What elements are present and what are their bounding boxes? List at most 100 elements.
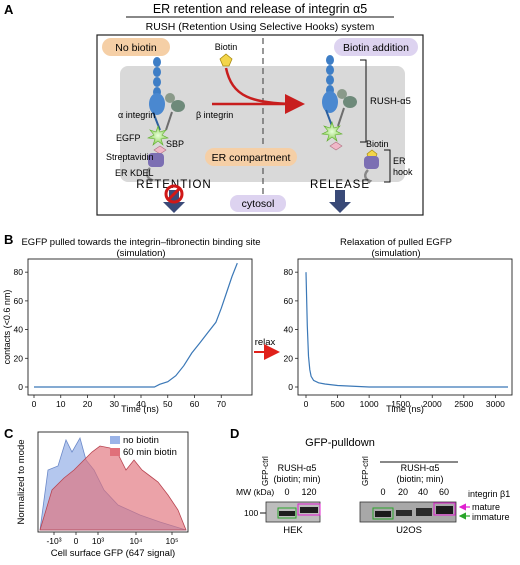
pull-series-line	[34, 262, 238, 388]
pull-xtick: 50	[163, 399, 173, 409]
pull-ytick: 0	[18, 382, 23, 392]
relax-chart-title: Relaxation of pulled EGFP	[340, 237, 452, 248]
retention-blocked-arrow-icon	[163, 184, 185, 213]
histogram-xticks: -10³ 0 10³ 10⁴ 10⁵	[46, 532, 178, 546]
pull-ytick: 60	[14, 296, 24, 306]
legend-60-min-biotin: 60 min biotin	[123, 447, 177, 458]
relax-xtick: 1500	[391, 399, 410, 409]
panel-d-letter: D	[230, 426, 239, 441]
release-arrow-icon	[329, 190, 351, 213]
streptavidin-left-icon	[148, 153, 164, 167]
beta-integrin-left-icon	[165, 93, 185, 131]
gfp-ctrl-hek: GFP-ctrl	[261, 456, 270, 486]
mw-label: MW (kDa)	[236, 487, 274, 497]
alpha-integrin-label: α integrin	[118, 110, 155, 120]
biotin-top-label: Biotin	[215, 42, 238, 52]
pull-xtick: 40	[136, 399, 146, 409]
u2os-band-40	[416, 508, 432, 516]
pull-xtick: 60	[190, 399, 200, 409]
biotin-right-label: Biotin	[366, 139, 389, 149]
panel-a-letter: A	[4, 2, 14, 17]
er-hook-label-1: ER	[393, 156, 406, 166]
relax-ytick: 20	[284, 353, 294, 363]
pull-xtick: 0	[32, 399, 37, 409]
biotin-addition-label: Biotin addition	[343, 42, 409, 54]
rush-u2os-sub: (biotin; min)	[396, 474, 443, 484]
u2os-immature-box	[372, 507, 394, 520]
pull-chart-ylabel: contacts (<0.6 nm)	[2, 290, 12, 365]
u2os-lane-0: 0	[380, 487, 385, 497]
mature-label: mature	[472, 502, 500, 512]
histogram-xtick: 10⁴	[129, 536, 142, 546]
legend-no-biotin: no biotin	[123, 435, 159, 446]
pull-chart-xlabel: Time (ns)	[121, 404, 159, 414]
rush-a5-label: RUSH-α5	[370, 96, 411, 107]
u2os-mature-box	[433, 502, 456, 516]
relax-chart: Relaxation of pulled EGFP (simulation) T…	[284, 237, 513, 414]
pull-ytick: 40	[14, 325, 24, 335]
pull-xtick: 10	[56, 399, 66, 409]
rush-u2os-label: RUSH-α5	[401, 463, 440, 473]
relax-ytick: 80	[284, 267, 294, 277]
u2os-band-20	[396, 510, 412, 516]
histogram-xtick: -10³	[46, 536, 61, 546]
pull-chart: EGFP pulled towards the integrin–fibrone…	[2, 237, 261, 414]
panel-b-letter: B	[4, 232, 13, 247]
hek-band-mature	[300, 507, 318, 513]
relax-xtick: 2000	[423, 399, 442, 409]
pull-chart-frame	[27, 258, 253, 396]
biotin-addition-badge	[334, 38, 418, 56]
u2os-band-immature	[375, 511, 391, 517]
panel-c-letter: C	[4, 426, 14, 441]
relax-xtick: 1000	[360, 399, 379, 409]
pull-ytick: 80	[14, 267, 24, 277]
relax-xtick: 2500	[454, 399, 473, 409]
pull-xtick: 70	[217, 399, 227, 409]
legend-biotin-swatch	[110, 448, 120, 456]
egfp-label: EGFP	[116, 133, 141, 143]
histogram-xtick: 10³	[92, 536, 104, 546]
histogram-xtick: 10⁵	[166, 536, 179, 546]
integrin-label: integrin β1	[468, 489, 510, 499]
histogram-xtick: 0	[74, 536, 79, 546]
er-kdel-label: ER KDEL	[115, 168, 154, 178]
er-compartment-badge	[205, 148, 297, 166]
pull-xtick: 20	[83, 399, 93, 409]
gfp-ctrl-u2os: GFP-ctrl	[361, 456, 370, 486]
pulldown-title: GFP-pulldown	[305, 437, 375, 449]
u2os-lane-20: 20	[398, 487, 408, 497]
alpha-integrin-right-icon	[322, 55, 338, 127]
relax-label: relax	[255, 337, 276, 348]
relax-xtick: 3000	[486, 399, 505, 409]
hek-band-immature	[279, 511, 295, 516]
hek-mature-box	[297, 503, 321, 516]
pull-xtick: 30	[110, 399, 120, 409]
er-kdel-left-icon	[146, 167, 155, 183]
er-hook-bracket	[384, 149, 391, 183]
rush-hek-sub: (biotin; min)	[273, 474, 320, 484]
rush-hek-label: RUSH-α5	[278, 463, 317, 473]
panel-a-title: ER retention and release of integrin α5	[153, 2, 367, 16]
er-hook-right-icon	[364, 169, 373, 184]
legend-no-biotin-swatch	[110, 436, 120, 444]
relax-xtick: 500	[330, 399, 344, 409]
no-biotin-label: No biotin	[115, 42, 157, 54]
mw-100: 100	[244, 508, 258, 518]
relax-chart-subtitle: (simulation)	[371, 248, 420, 259]
hek-label: HEK	[283, 525, 303, 536]
relax-chart-xlabel: Time (ns)	[386, 404, 424, 414]
biotin-60-histogram	[39, 445, 187, 531]
pull-chart-title: EGFP pulled towards the integrin–fibrone…	[21, 237, 260, 248]
histogram-xlabel: Cell surface GFP (647 signal)	[51, 548, 175, 559]
sbp-label: SBP	[166, 139, 184, 149]
sbp-right-icon	[329, 141, 343, 151]
histogram-ylabel: Normalized to mode	[16, 439, 27, 524]
u2os-band-mature	[436, 506, 453, 514]
relax-ytick: 60	[284, 296, 294, 306]
u2os-lane-60: 60	[439, 487, 449, 497]
pull-chart-subtitle: (simulation)	[116, 248, 165, 259]
biotin-molecule-icon	[219, 53, 233, 67]
u2os-lane-40: 40	[418, 487, 428, 497]
egfp-right-icon	[321, 121, 343, 142]
